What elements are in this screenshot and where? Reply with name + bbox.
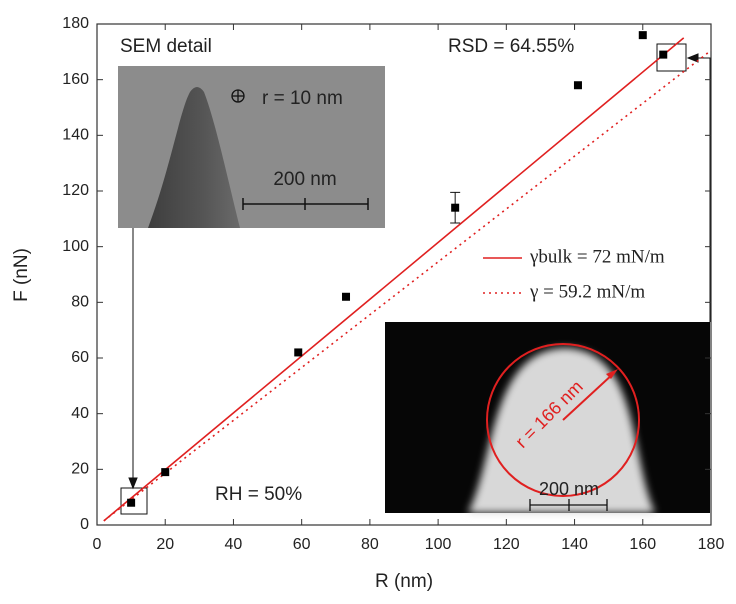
x-axis-title: R (nm) xyxy=(375,571,433,592)
y-tick-label: 180 xyxy=(62,15,89,32)
x-tick-label: 120 xyxy=(493,536,520,553)
x-tick-label: 140 xyxy=(561,536,588,553)
data-point xyxy=(639,31,647,39)
x-tick-label: 60 xyxy=(293,536,311,553)
chart: r = 10 nm 200 nm r = 166 nm 200 nm SEM d… xyxy=(0,0,736,599)
y-tick-label: 60 xyxy=(71,349,89,366)
legend-label: γ = 59.2 mN/m xyxy=(529,281,645,302)
x-tick-label: 80 xyxy=(361,536,379,553)
y-tick-label: 160 xyxy=(62,71,89,88)
data-point xyxy=(294,348,302,356)
y-tick-label: 120 xyxy=(62,182,89,199)
sem-inset-small: r = 10 nm 200 nm xyxy=(118,66,385,228)
sem-inset-large: r = 166 nm 200 nm xyxy=(385,322,710,513)
x-tick-label: 160 xyxy=(629,536,656,553)
inset-scale: 200 nm xyxy=(273,169,336,190)
y-tick-label: 100 xyxy=(62,238,89,255)
inset-label: r = 10 nm xyxy=(262,88,343,109)
x-tick-label: 100 xyxy=(425,536,452,553)
legend-label: γbulk = 72 mN/m xyxy=(529,246,665,267)
annotation: RH = 50% xyxy=(215,484,302,505)
annotation: SEM detail xyxy=(120,36,212,57)
x-tick-label: 0 xyxy=(93,536,102,553)
annotation: RSD = 64.55% xyxy=(448,36,574,57)
data-point xyxy=(342,293,350,301)
y-tick-label: 40 xyxy=(71,405,89,422)
data-point xyxy=(161,468,169,476)
y-tick-label: 0 xyxy=(80,516,89,533)
inset-scale: 200 nm xyxy=(539,479,599,499)
data-point xyxy=(659,51,667,59)
y-tick-label: 20 xyxy=(71,461,89,478)
x-tick-label: 20 xyxy=(156,536,174,553)
data-point xyxy=(127,499,135,507)
x-tick-label: 40 xyxy=(225,536,243,553)
data-point xyxy=(451,204,459,212)
y-tick-label: 80 xyxy=(71,294,89,311)
y-axis-title: F (nN) xyxy=(11,248,32,302)
x-tick-label: 180 xyxy=(698,536,725,553)
data-point xyxy=(574,81,582,89)
y-tick-label: 140 xyxy=(62,127,89,144)
